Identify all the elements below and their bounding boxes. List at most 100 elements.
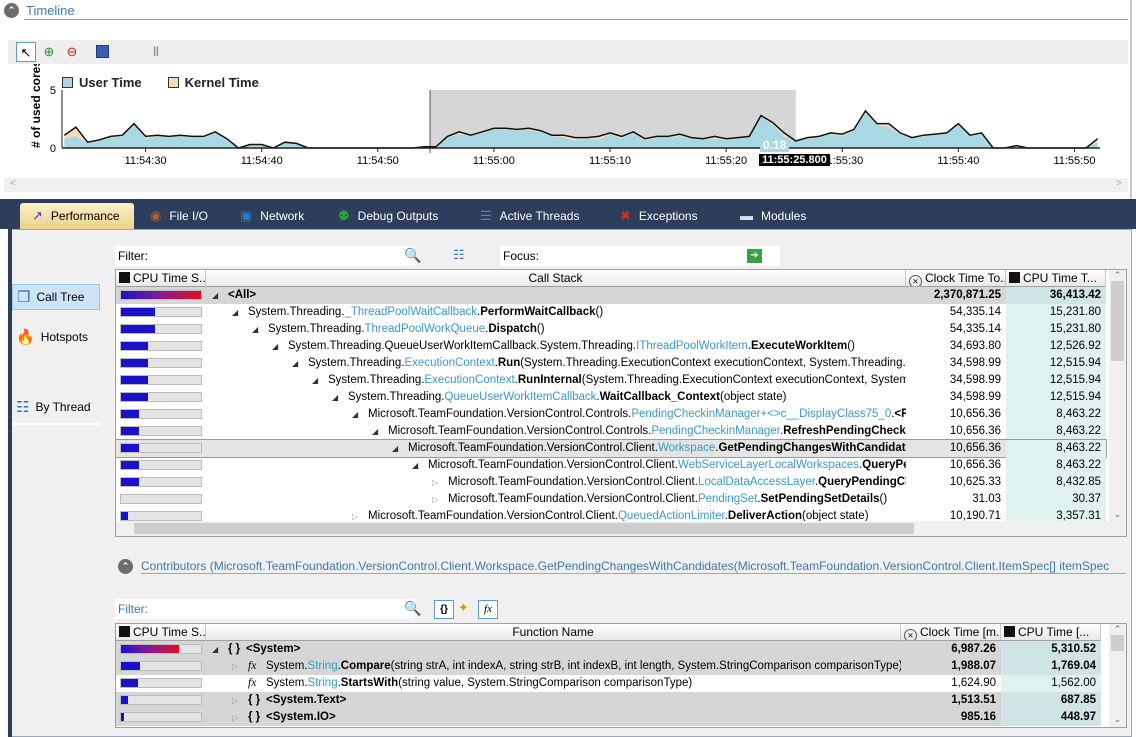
tab-active-threads[interactable]: ☰ Active Threads [480,203,579,229]
collapsed-icon[interactable]: ▷ [432,478,439,487]
cpu-time-value: 30.37 [1006,491,1106,508]
table-row[interactable]: ▷ { } <System.Text> 1,513.51 687.85 [116,692,1101,709]
collapsed-icon[interactable]: ▷ [232,696,239,705]
sidebar-item-by-thread[interactable]: ☷ By Thread [12,394,100,420]
tab-debug-outputs[interactable]: ⚉ Debug Outputs [338,203,438,229]
tab-label: Active Threads [499,209,580,223]
expanded-icon[interactable]: ◢ [412,461,419,470]
table-row[interactable]: ◢ System.Threading.ExecutionContext.RunIn… [116,372,1106,389]
expanded-icon[interactable]: ◢ [312,376,319,385]
cpu-time-share-header[interactable]: CPU Time S... [116,624,206,641]
expanded-icon[interactable]: ◢ [212,291,219,300]
table-row[interactable]: ◢ System.Threading.ExecutionContext.Run(S… [116,355,1106,372]
method-args: () [536,323,545,335]
tab-network[interactable]: ▣ Network [240,203,304,229]
table-row[interactable]: ◢ Microsoft.TeamFoundation.VersionControl… [116,457,1106,474]
horizontal-scrollbar[interactable] [116,521,1111,536]
method-name: Dispatch [488,323,537,335]
sidebar-item-hotspots[interactable]: 🔥 Hotspots [12,324,100,350]
table-row[interactable]: ▷ Microsoft.TeamFoundation.VersionControl… [116,474,1106,491]
focus-tree-icon[interactable]: ☷ [453,247,465,262]
table-row[interactable]: ◢ { } <System> 6,987.26 5,310.52 [116,641,1101,658]
calltree-filter-input[interactable]: Filter: [115,246,415,266]
cpu-share-bar [116,474,206,491]
expanded-icon[interactable]: ◢ [392,444,399,453]
namespace-text: System. [266,660,308,672]
column-label: Clock Time To... [925,271,1006,285]
name-header[interactable]: Call Stack [206,270,906,287]
cpu-chip-icon [119,626,130,637]
class-name: IThreadPoolWorkItem [636,340,748,352]
save-icon[interactable] [92,42,112,62]
table-row[interactable]: ◢ <All> 2,370,871.25 36,413.42 [116,287,1106,304]
table-row[interactable]: ◢ System.Threading.ThreadPoolWorkQueue.Di… [116,321,1106,338]
namespace-toggle-icon[interactable]: {} [434,600,454,619]
vertical-scrollbar[interactable]: ⌃ ⌄ [1109,624,1126,727]
cursor-time: 11:55:25.800 [759,154,830,166]
expanded-icon[interactable]: ◢ [332,393,339,402]
table-row[interactable]: ▷ { } <System.IO> 985.16 448.97 [116,709,1101,726]
table-row[interactable]: fx System.String.StartsWith(string value,… [116,675,1101,692]
cpu-share-bar [116,658,206,675]
clock-time-header[interactable]: ⨯ Clock Time To... [906,270,1006,287]
name-header[interactable]: Function Name [206,624,901,641]
vertical-scrollbar[interactable]: ⌃ ⌄ [1109,270,1126,536]
sidebar-item-call-tree[interactable]: ❐ Call Tree [12,284,100,310]
name-cell: ▷ Microsoft.TeamFoundation.VersionControl… [206,508,906,525]
function-toggle-icon[interactable]: fx [478,600,498,619]
pointer-icon[interactable]: ↖ [16,42,36,62]
pause-icon[interactable]: ‖ [152,44,160,59]
cpu-time-header[interactable]: CPU Time T... [1006,270,1106,287]
table-row-selected[interactable]: ◢ Microsoft.TeamFoundation.VersionControl… [116,439,1107,458]
filter-label: Filter: [118,249,148,263]
collapsed-icon[interactable]: ▷ [232,713,239,722]
cpu-time-value: 8,463.22 [1006,440,1106,457]
method-name: GetPendingChangesWithCandidates [718,442,906,454]
collapsed-icon[interactable]: ▷ [232,662,239,671]
collapse-contributors-button[interactable]: ⌃ [118,559,133,574]
expanded-icon[interactable]: ◢ [232,308,239,317]
expanded-icon[interactable]: ◢ [372,427,379,436]
method-args: () [847,340,855,352]
contributors-filter-input[interactable]: Filter: [115,599,415,619]
search-icon[interactable]: 🔍 [404,600,422,616]
name-cell: ◢ { } <System> [206,641,901,658]
cpu-share-bar [116,423,206,440]
expanded-icon[interactable]: ◢ [252,325,259,334]
tab-performance[interactable]: ↗ Performance [20,203,134,229]
table-row[interactable]: ◢ System.Threading._ThreadPoolWaitCallbac… [116,304,1106,321]
cpu-usage-chart[interactable]: 0 5 # of used cores 11:54:30 11:54:40 11:54:5… [0,64,1120,176]
tab-modules[interactable]: ▬ Modules [740,203,806,229]
clock-time-header[interactable]: ⨯ Clock Time [m... [901,624,1001,641]
table-row[interactable]: ◢ System.Threading.QueueUserWorkItemCallb… [116,338,1106,355]
zoom-out-icon[interactable]: ⊖ [66,44,78,59]
timeline-scrollbar[interactable]: < > [4,178,1128,192]
expanded-icon[interactable]: ◢ [212,645,219,654]
table-row[interactable]: ◢ Microsoft.TeamFoundation.VersionControl… [116,423,1106,440]
contributors-grid: CPU Time S... Function Name ⨯ Clock Time [m… [115,623,1127,728]
class-toggle-icon[interactable]: ✦ [458,600,469,615]
table-row[interactable]: ▷ fx System.String.Compare(string strA, in… [116,658,1101,675]
expanded-icon[interactable]: ◢ [272,342,279,351]
contributors-title[interactable]: Contributors (Microsoft.TeamFoundation.V… [141,559,1126,574]
table-row[interactable]: ◢ Microsoft.TeamFoundation.VersionControl… [116,406,1106,423]
go-arrow-icon[interactable]: ➔ [747,249,762,263]
search-icon[interactable]: 🔍 [404,247,422,263]
name-cell: ◢ System.Threading.ExecutionContext.RunIn… [206,372,906,389]
expanded-icon[interactable]: ◢ [292,359,299,368]
cpu-time-share-header[interactable]: CPU Time S... [116,270,206,287]
focus-input[interactable]: Focus: [500,246,780,266]
clock-time-value: 10,625.33 [949,476,1001,488]
zoom-in-icon[interactable]: ⊕ [43,44,55,59]
collapse-timeline-button[interactable]: ⌃ [4,3,19,18]
expanded-icon[interactable]: ◢ [352,410,359,419]
exceptions-icon: ✖ [620,208,631,223]
cpu-time-header[interactable]: CPU Time [... [1001,624,1101,641]
table-row[interactable]: ▷ Microsoft.TeamFoundation.VersionControl… [116,508,1106,525]
collapsed-icon[interactable]: ▷ [352,512,359,521]
collapsed-icon[interactable]: ▷ [432,495,439,504]
tab-exceptions[interactable]: ✖ Exceptions [620,203,698,229]
tab-file-i-o[interactable]: ◉ File I/O [150,203,208,229]
table-row[interactable]: ▷ Microsoft.TeamFoundation.VersionControl… [116,491,1106,508]
table-row[interactable]: ◢ System.Threading.QueueUserWorkItemCallb… [116,389,1106,406]
